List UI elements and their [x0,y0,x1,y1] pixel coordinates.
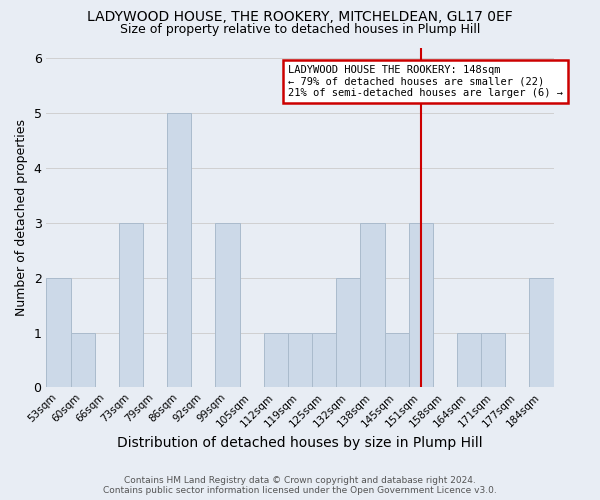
Text: LADYWOOD HOUSE, THE ROOKERY, MITCHELDEAN, GL17 0EF: LADYWOOD HOUSE, THE ROOKERY, MITCHELDEAN… [87,10,513,24]
Bar [119,223,143,388]
Bar [361,223,385,388]
Bar [215,223,239,388]
Bar [481,332,505,388]
Text: Size of property relative to detached houses in Plump Hill: Size of property relative to detached ho… [120,22,480,36]
Bar [385,332,409,388]
Bar [71,332,95,388]
X-axis label: Distribution of detached houses by size in Plump Hill: Distribution of detached houses by size … [117,436,483,450]
Bar [529,278,554,388]
Bar [312,332,336,388]
Text: Contains HM Land Registry data © Crown copyright and database right 2024.
Contai: Contains HM Land Registry data © Crown c… [103,476,497,495]
Bar [46,278,71,388]
Bar [167,114,191,388]
Bar [409,223,433,388]
Bar [264,332,288,388]
Bar [288,332,312,388]
Y-axis label: Number of detached properties: Number of detached properties [15,119,28,316]
Text: LADYWOOD HOUSE THE ROOKERY: 148sqm
← 79% of detached houses are smaller (22)
21%: LADYWOOD HOUSE THE ROOKERY: 148sqm ← 79%… [288,65,563,98]
Bar [457,332,481,388]
Bar [336,278,361,388]
